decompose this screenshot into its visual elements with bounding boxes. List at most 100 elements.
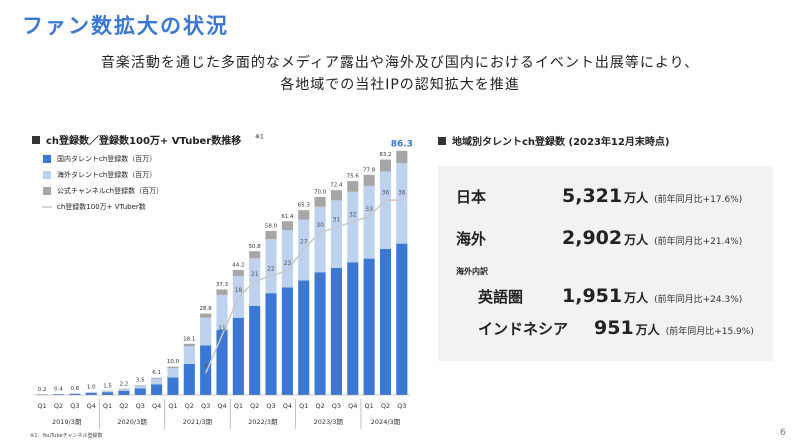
chart-title-note: ※1 [255, 134, 264, 141]
bar-segment [216, 289, 228, 295]
legend-label: ch登録数100万+ VTuber数 [57, 202, 146, 211]
bar-segment [200, 345, 212, 395]
change: (前年同月比+21.4%) [654, 237, 743, 247]
bar-segment [281, 287, 293, 395]
bar-segment [265, 293, 277, 395]
bar-segment [200, 317, 212, 346]
x-group-label: 2021/3期 [183, 418, 213, 426]
line-label: 18 [235, 287, 243, 294]
panel-title: 地域別タレントch登録数 (2023年12月末時点) [452, 137, 670, 148]
line-label: 30 [316, 222, 324, 229]
x-group-label: 2019/3期 [52, 418, 82, 426]
change: (前年同月比+24.3%) [654, 295, 743, 305]
total-label: 10.0 [167, 359, 180, 365]
total-label: 44.2 [232, 262, 244, 268]
total-label: 1.0 [87, 385, 96, 391]
bar-segment [281, 221, 293, 231]
panel [438, 166, 773, 361]
x-tick-label: Q2 [54, 402, 63, 410]
bar-segment [167, 366, 179, 369]
bar-segment [379, 159, 392, 172]
unit: 万人 [635, 323, 660, 337]
line-label: 22 [267, 265, 275, 272]
bar-segment [85, 393, 97, 395]
bar-segment [347, 191, 359, 263]
legend-swatch [43, 155, 51, 163]
total-label: 83.2 [379, 152, 391, 158]
bar-segment [151, 384, 163, 395]
bar-segment [330, 200, 342, 268]
bar-segment [118, 390, 130, 395]
bar-segment [232, 269, 244, 277]
bar-segment [396, 243, 408, 395]
bar-segment [363, 174, 375, 186]
legend-label: 海外タレントch登録数（百万） [57, 170, 156, 179]
total-label: 3.5 [136, 378, 145, 384]
bar-segment [183, 346, 195, 364]
page-number: 6 [780, 428, 786, 438]
bar-segment [52, 394, 65, 395]
unit: 万人 [624, 291, 649, 305]
panel-heading: 地域別タレントch登録数 (2023年12月末時点) [438, 133, 669, 148]
x-tick-label: Q2 [250, 402, 259, 410]
bar-segment [102, 392, 114, 395]
bar-segment [379, 248, 392, 395]
subtitle: 音楽活動を通じた多面的なメディア露出や海外及び国内におけるイベント出展等により、… [0, 52, 800, 96]
line-label: 27 [300, 238, 308, 245]
bar-segment [249, 305, 261, 395]
bar-segment [314, 272, 326, 395]
bar-segment [379, 171, 392, 249]
total-label: 28.8 [200, 306, 213, 312]
region-row: 海外 2,902 万人 (前年同月比+21.4%) [456, 227, 742, 249]
x-tick-label: Q4 [348, 402, 357, 410]
bar-segment [363, 185, 375, 259]
bar-segment [363, 258, 375, 395]
value: 951 [594, 317, 634, 339]
bar-segment [347, 181, 359, 192]
line-label: 33 [365, 206, 373, 213]
subtitle-line: 音楽活動を通じた多面的なメディア露出や海外及び国内におけるイベント出展等により、 [100, 55, 700, 71]
region-row: インドネシア 951 万人 (前年同月比+15.9%) [478, 317, 754, 339]
subtitle-line: 各地域での当社IPの認知拡大を推進 [280, 77, 520, 93]
total-label: 70.0 [314, 189, 327, 195]
change: (前年同月比+15.9%) [665, 327, 754, 337]
unit: 万人 [624, 233, 649, 247]
total-label: 50.8 [249, 244, 262, 250]
total-label: 0.6 [70, 386, 79, 392]
total-label: 0.2 [38, 387, 47, 393]
bar-segment [314, 206, 326, 273]
legend-label: 国内タレントch登録数（百万） [57, 154, 156, 163]
value: 5,321 [562, 185, 623, 207]
bar-segment [265, 230, 277, 240]
total-label: 2.2 [120, 381, 129, 387]
x-group-label: 2020/3期 [117, 418, 147, 426]
region: 日本 [456, 188, 487, 206]
total-label: 18.1 [183, 336, 195, 342]
bar-segment [200, 313, 212, 318]
bar-segment [298, 280, 310, 395]
bar-segment [85, 392, 97, 394]
x-tick-label: Q1 [103, 402, 112, 410]
bar-segment [167, 368, 179, 378]
bar-segment [134, 385, 146, 386]
total-label: 86.3 [391, 139, 413, 149]
total-label: 6.1 [152, 370, 161, 376]
bullet [438, 136, 446, 145]
bullet [32, 136, 40, 144]
x-tick-label: Q4 [283, 402, 292, 410]
region: 英語圏 [478, 288, 524, 306]
x-group-label: 2024/3期 [371, 418, 401, 426]
x-tick-label: Q4 [87, 402, 96, 410]
x-tick-label: Q1 [234, 402, 243, 410]
unit: 万人 [624, 191, 649, 205]
x-tick-label: Q1 [168, 402, 177, 410]
x-tick-label: Q3 [332, 402, 341, 410]
bar-segment [249, 251, 261, 259]
line-label: 21 [251, 271, 259, 278]
chart-title: ch登録数／登録数100万+ VTuber数推移 [46, 134, 241, 147]
line-label: 4 [204, 363, 208, 370]
line [204, 199, 402, 374]
bar-segment [347, 262, 359, 395]
line-label: 32 [349, 211, 357, 218]
